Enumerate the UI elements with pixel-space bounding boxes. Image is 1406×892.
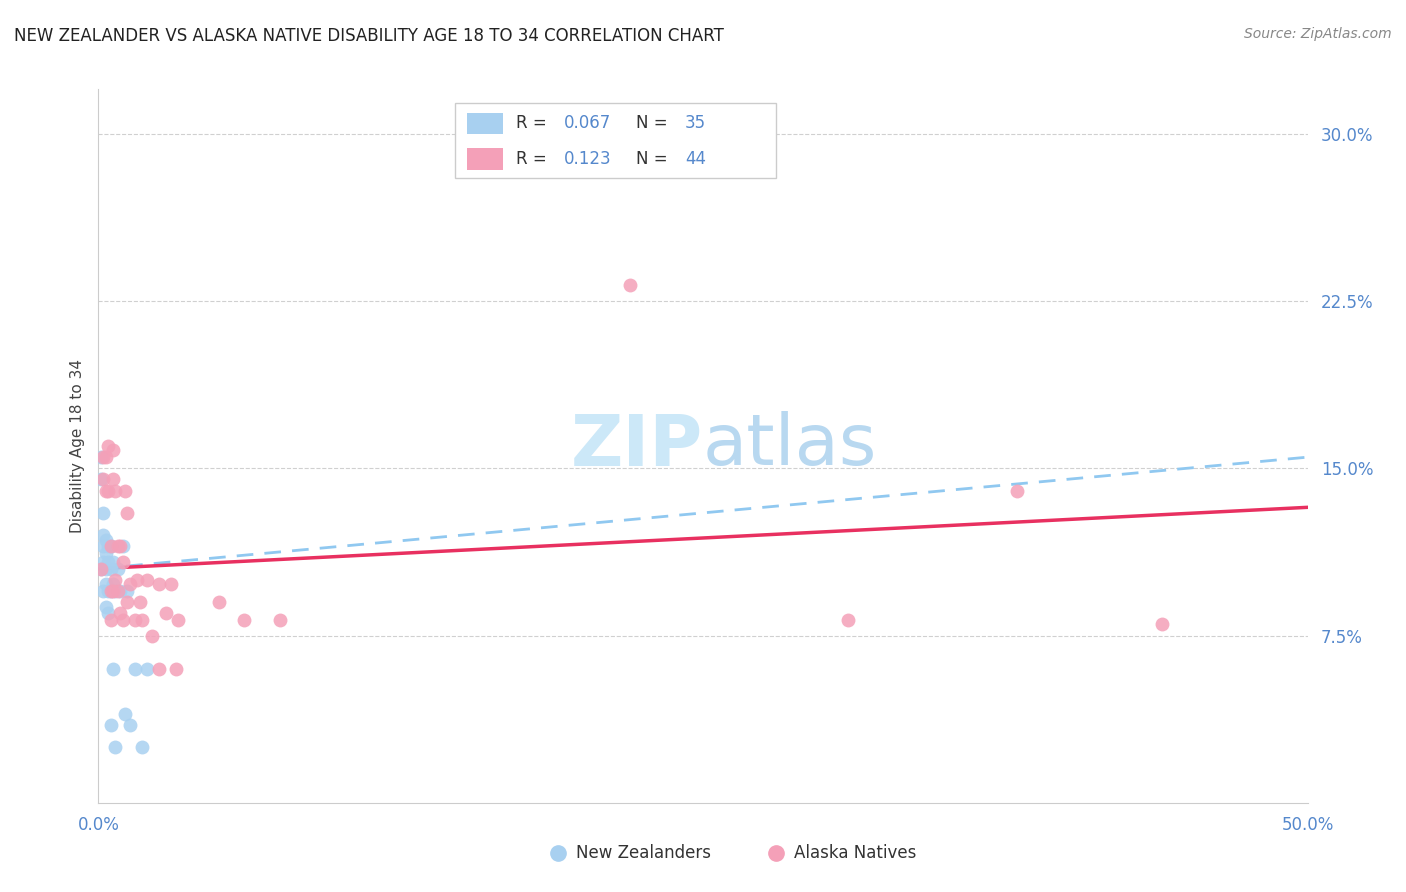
Point: [167, 613, 190, 627]
Point: [127, 573, 149, 587]
Point: [97, 583, 120, 598]
Point: [117, 506, 139, 520]
Text: 35: 35: [685, 114, 706, 132]
FancyBboxPatch shape: [467, 148, 503, 169]
Text: 0.067: 0.067: [564, 114, 612, 132]
FancyBboxPatch shape: [467, 112, 503, 134]
Point: [1007, 483, 1029, 498]
Point: [94, 533, 117, 547]
Point: [131, 740, 153, 755]
Point: [94, 577, 117, 591]
Point: [101, 583, 124, 598]
Point: [91, 539, 114, 553]
Point: [100, 562, 122, 576]
Point: [94, 450, 117, 465]
Point: [135, 662, 157, 676]
Point: [124, 662, 146, 676]
Point: [160, 577, 183, 591]
Point: [91, 473, 114, 487]
Text: NEW ZEALANDER VS ALASKA NATIVE DISABILITY AGE 18 TO 34 CORRELATION CHART: NEW ZEALANDER VS ALASKA NATIVE DISABILIT…: [14, 27, 724, 45]
Point: [111, 539, 134, 553]
Point: [107, 539, 129, 553]
Point: [101, 662, 124, 676]
Point: [124, 613, 146, 627]
Point: [155, 607, 177, 621]
Y-axis label: Disability Age 18 to 34: Disability Age 18 to 34: [69, 359, 84, 533]
Text: N =: N =: [637, 114, 673, 132]
Point: [100, 539, 122, 553]
Text: 44: 44: [685, 150, 706, 168]
Point: [90, 450, 112, 465]
Point: [94, 546, 117, 560]
Point: [91, 555, 114, 569]
Text: atlas: atlas: [703, 411, 877, 481]
Point: [101, 443, 124, 458]
Point: [104, 583, 127, 598]
Point: [108, 583, 131, 598]
Point: [104, 740, 127, 755]
Point: [118, 717, 141, 731]
Point: [111, 613, 134, 627]
FancyBboxPatch shape: [456, 103, 776, 178]
Point: [97, 539, 120, 553]
Text: N =: N =: [637, 150, 673, 168]
Point: [91, 528, 114, 542]
Point: [97, 483, 120, 498]
Point: [232, 613, 254, 627]
Point: [100, 583, 122, 598]
Point: [128, 595, 150, 609]
Point: [117, 595, 139, 609]
Text: Source: ZipAtlas.com: Source: ZipAtlas.com: [1244, 27, 1392, 41]
Point: [111, 555, 134, 569]
Text: Alaska Natives: Alaska Natives: [793, 844, 917, 862]
Point: [94, 562, 117, 576]
Point: [100, 539, 122, 553]
Point: [131, 613, 153, 627]
Point: [97, 607, 120, 621]
Point: [91, 506, 114, 520]
Text: 0.123: 0.123: [564, 150, 612, 168]
Point: [100, 717, 122, 731]
Point: [100, 613, 122, 627]
Point: [91, 583, 114, 598]
Point: [114, 706, 136, 721]
Point: [141, 628, 163, 642]
Point: [100, 583, 122, 598]
Text: R =: R =: [516, 150, 557, 168]
Point: [108, 607, 131, 621]
Text: R =: R =: [516, 114, 551, 132]
Point: [135, 573, 157, 587]
Point: [97, 439, 120, 453]
Point: [108, 539, 131, 553]
Point: [94, 599, 117, 614]
Text: New Zealanders: New Zealanders: [576, 844, 711, 862]
Text: ZIP: ZIP: [571, 411, 703, 481]
Point: [101, 577, 124, 591]
Point: [114, 483, 136, 498]
Point: [91, 450, 114, 465]
Point: [104, 483, 127, 498]
Point: [118, 577, 141, 591]
Point: [619, 278, 641, 293]
Point: [107, 583, 129, 598]
Point: [148, 662, 170, 676]
Point: [107, 562, 129, 576]
Point: [837, 613, 859, 627]
Point: [165, 662, 187, 676]
Point: [97, 555, 120, 569]
Point: [208, 595, 231, 609]
Point: [90, 473, 112, 487]
Point: [117, 583, 139, 598]
Point: [94, 483, 117, 498]
Point: [269, 613, 291, 627]
Point: [104, 573, 127, 587]
Point: [90, 562, 112, 576]
Point: [90, 562, 112, 576]
Point: [101, 473, 124, 487]
Point: [148, 577, 170, 591]
Point: [101, 555, 124, 569]
Point: [1152, 617, 1174, 632]
